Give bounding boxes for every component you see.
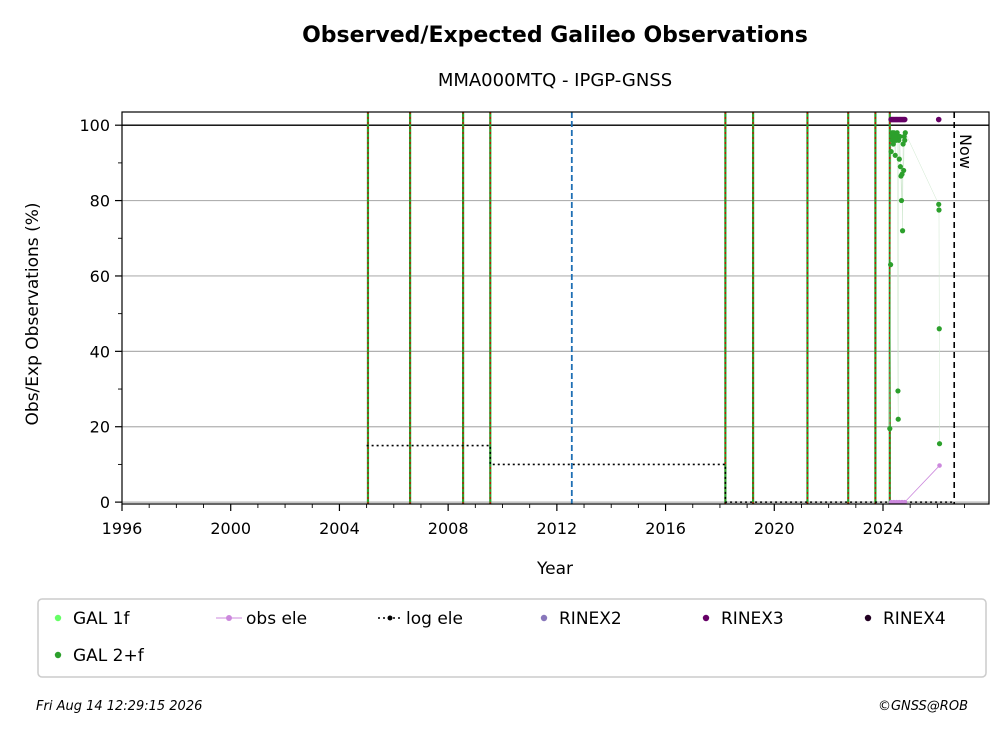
- log-ele-line: [366, 444, 955, 503]
- y-tick-label: 20: [90, 418, 110, 437]
- data-point-gal-2-f: [888, 262, 894, 268]
- legend-box: [37, 598, 987, 678]
- now-label: Now: [956, 134, 975, 169]
- footer-timestamp: Fri Aug 14 12:29:15 2026: [36, 699, 202, 714]
- legend-marker-gal-1f: [54, 614, 62, 622]
- x-tick-label: 2016: [645, 519, 686, 538]
- legend-label-gal-2-f: GAL 2+f: [73, 646, 145, 666]
- legend-label-gal-1f: GAL 1f: [73, 609, 130, 629]
- data-point-gal-2-f: [897, 164, 903, 170]
- y-tick-label: 100: [79, 116, 110, 135]
- x-tick-label: 2004: [319, 519, 360, 538]
- data-point-gal-2-f: [936, 207, 942, 213]
- legend-marker-obs-ele: [226, 615, 232, 621]
- data-point-rinex3: [901, 116, 908, 123]
- data-point-gal-2-f: [898, 197, 905, 204]
- x-tick-label: 2012: [536, 519, 577, 538]
- event-lines: Now: [366, 112, 975, 504]
- data-point-gal-2-f: [901, 167, 907, 174]
- legend-label-rinex4: RINEX4: [883, 609, 946, 629]
- x-tick-label: 2024: [863, 519, 904, 538]
- data-point-gal-2-f: [936, 326, 942, 332]
- x-axis-label: Year: [536, 559, 573, 579]
- y-axis-label: Obs/Exp Observations (%): [23, 203, 43, 426]
- data-point-gal-2-f: [902, 137, 908, 143]
- data-point-gal-2-f: [888, 148, 894, 155]
- legend-label-log-ele: log ele: [406, 609, 463, 629]
- legend-label-obs-ele: obs ele: [246, 609, 307, 629]
- chart-subtitle: MMA000MTQ - IPGP-GNSS: [438, 70, 672, 91]
- data-point-gal-2-f: [902, 130, 908, 136]
- data-point-gal-2-f: [892, 152, 898, 158]
- grid-lines: [122, 124, 989, 503]
- data-point-gal-2-f: [887, 426, 893, 432]
- series-line-obs-ele: [891, 465, 940, 503]
- data-marks: [366, 116, 955, 505]
- y-tick-label: 0: [100, 493, 110, 512]
- legend-marker-rinex2: [540, 614, 548, 622]
- data-point-obs-ele: [902, 499, 908, 505]
- data-point-gal-2-f: [936, 201, 942, 207]
- data-point-gal-2-f: [895, 388, 901, 394]
- y-tick-label: 60: [90, 267, 110, 286]
- legend: GAL 1f obs ele log ele RINEX2 RINEX3 RINEX4 GA…: [54, 609, 946, 666]
- data-point-gal-2-f: [895, 416, 901, 422]
- data-point-gal-2-f: [899, 228, 906, 234]
- plot-frame: [121, 111, 990, 505]
- x-tick-label: 2020: [754, 519, 795, 538]
- data-point-rinex3: [935, 116, 942, 123]
- footer-credit: ©GNSS@ROB: [878, 699, 968, 714]
- x-tick-label: 2000: [210, 519, 251, 538]
- series-line-gal-2-f: [889, 131, 940, 444]
- x-tick-label: 1996: [102, 519, 143, 538]
- data-point-gal-2-f: [890, 141, 896, 147]
- data-point-gal-2-f: [894, 130, 900, 136]
- chart-title: Observed/Expected Galileo Observations: [302, 23, 808, 48]
- data-point-obs-ele: [937, 463, 942, 468]
- legend-marker-gal-2-f: [54, 651, 62, 659]
- y-tick-label: 40: [90, 342, 110, 361]
- data-point-gal-2-f: [897, 133, 903, 140]
- data-point-gal-2-f: [896, 156, 902, 162]
- legend-label-rinex3: RINEX3: [721, 609, 784, 629]
- y-tick-label: 80: [90, 192, 110, 211]
- legend-marker-rinex4: [864, 614, 872, 622]
- data-point-gal-2-f: [936, 441, 943, 447]
- legend-marker-rinex3: [702, 614, 710, 622]
- legend-label-rinex2: RINEX2: [559, 609, 622, 629]
- axis-ticks: 1996 2000 2004 2008 2012 2016 2020 2024 0 20 40 60 8…: [79, 116, 965, 538]
- legend-marker-log-ele: [387, 615, 393, 621]
- x-tick-label: 2008: [428, 519, 469, 538]
